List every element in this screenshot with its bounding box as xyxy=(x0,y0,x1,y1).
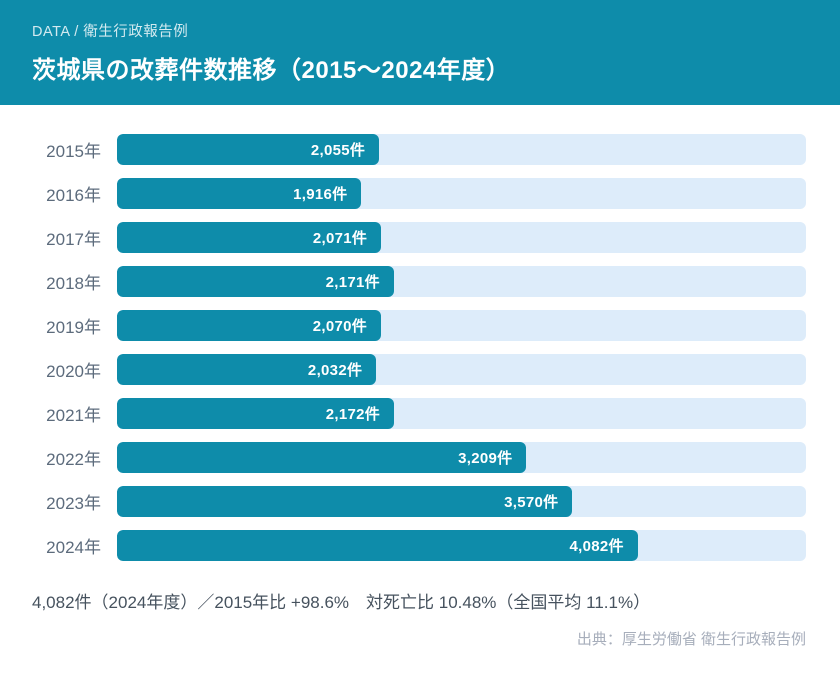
bar: 2,172件 xyxy=(117,397,395,429)
chart-row: 2016年 1,916件 xyxy=(0,171,840,215)
bar-value-label: 1,916件 xyxy=(293,185,348,203)
year-label: 2020年 xyxy=(46,361,101,381)
bar-track: 1,916件 xyxy=(117,177,806,209)
bar-track: 2,070件 xyxy=(117,309,806,341)
bar-track: 3,570件 xyxy=(117,485,806,517)
bar-value-label: 2,055件 xyxy=(310,141,366,159)
bar-track: 2,071件 xyxy=(117,221,806,253)
header: DATA / 衛生行政報告例 茨城県の改葬件数推移（2015〜2024年度） xyxy=(0,0,840,105)
chart-row: 2018年 2,171件 xyxy=(0,259,840,303)
bar-track: 2,032件 xyxy=(117,353,806,385)
chart-row: 2019年 2,070件 xyxy=(0,303,840,347)
year-label: 2017年 xyxy=(46,229,101,249)
bar-value-label: 2,071件 xyxy=(312,229,368,247)
bar-value-label: 2,171件 xyxy=(325,273,380,291)
bar-track: 2,171件 xyxy=(117,265,806,297)
chart-row: 2023年 3,570件 xyxy=(0,479,840,523)
bar: 4,082件 xyxy=(117,529,638,561)
bar: 3,209件 xyxy=(117,441,527,473)
bar-value-label: 2,172件 xyxy=(325,405,381,423)
chart-row: 2020年 2,032件 xyxy=(0,347,840,391)
year-label: 2016年 xyxy=(46,185,101,205)
year-label: 2019年 xyxy=(46,317,101,337)
year-label: 2015年 xyxy=(46,141,101,161)
bar-chart: 2015年 2,055件 2016年 1,916件 2017年 2,071件 xyxy=(0,127,840,567)
bar: 2,055件 xyxy=(117,133,380,165)
bar-value-label: 2,032件 xyxy=(307,361,363,379)
bar-value-label: 3,570件 xyxy=(504,493,559,511)
bar-track: 3,209件 xyxy=(117,441,806,473)
bar: 2,070件 xyxy=(117,309,382,341)
chart-row: 2015年 2,055件 xyxy=(0,127,840,171)
page-title: 茨城県の改葬件数推移（2015〜2024年度） xyxy=(32,57,511,84)
chart-row: 2021年 2,172件 xyxy=(0,391,840,435)
bar: 2,032件 xyxy=(117,353,377,385)
year-label: 2024年 xyxy=(46,537,101,557)
bar: 1,916件 xyxy=(117,177,362,209)
bar-track: 2,055件 xyxy=(117,133,806,165)
source-attribution: 出典：厚生労働省 衛生行政報告例 xyxy=(576,631,806,648)
bar-value-label: 4,082件 xyxy=(569,537,624,555)
bar: 2,171件 xyxy=(117,265,394,297)
year-label: 2018年 xyxy=(46,273,101,293)
bar-track: 4,082件 xyxy=(117,529,806,561)
chart-row: 2024年 4,082件 xyxy=(0,523,840,567)
chart-row: 2017年 2,071件 xyxy=(0,215,840,259)
category-label: DATA / 衛生行政報告例 xyxy=(32,24,189,40)
year-label: 2023年 xyxy=(46,493,101,513)
bar: 2,071件 xyxy=(117,221,382,253)
bar-track: 2,172件 xyxy=(117,397,806,429)
year-label: 2022年 xyxy=(46,449,101,469)
bar-value-label: 2,070件 xyxy=(312,317,368,335)
chart-row: 2022年 3,209件 xyxy=(0,435,840,479)
bar-value-label: 3,209件 xyxy=(458,449,513,467)
summary-text: 4,082件（2024年度）／2015年比 +98.6% 対死亡比 10.48%… xyxy=(32,593,651,612)
year-label: 2021年 xyxy=(46,405,101,425)
bar: 3,570件 xyxy=(117,485,573,517)
